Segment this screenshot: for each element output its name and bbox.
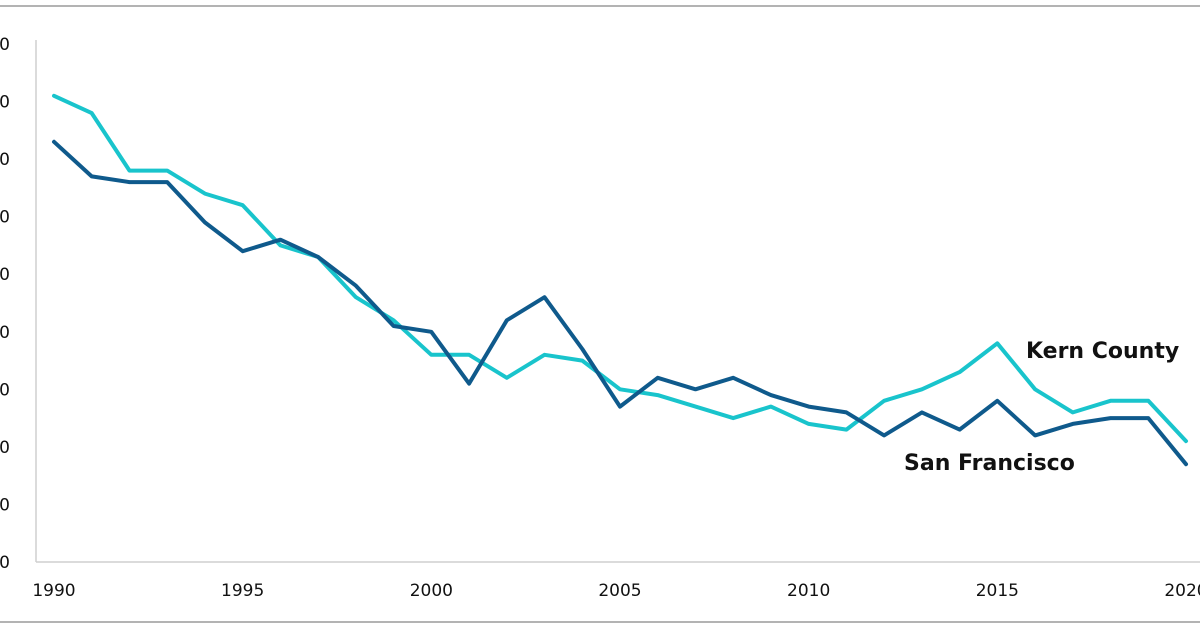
x-tick-label: 2020 <box>1164 581 1200 601</box>
label-san-francisco: San Francisco <box>904 451 1075 476</box>
series-layer <box>52 93 1188 467</box>
y-tick-label: 0 <box>0 380 10 400</box>
series-line-san-francisco <box>52 139 1188 467</box>
y-tick-label: 0 <box>0 93 10 113</box>
label-kern-county: Kern County <box>1026 339 1179 364</box>
x-tick-label: 2010 <box>787 581 830 601</box>
x-tick-label: 2015 <box>976 581 1019 601</box>
y-tick-label: 0 <box>0 438 10 458</box>
y-tick-label: 0 <box>0 323 10 343</box>
x-axis-ticks: 1990 1995 2000 2005 2010 2015 2020 <box>32 581 1200 601</box>
x-tick-label: 2000 <box>410 581 453 601</box>
y-tick-label: 0 <box>0 265 10 285</box>
y-tick-label: 0 <box>0 553 10 573</box>
x-tick-label: 1995 <box>221 581 264 601</box>
y-tick-label: 0 <box>0 208 10 228</box>
x-tick-label: 2005 <box>598 581 641 601</box>
y-axis-ticks: 0 0 0 0 0 0 0 0 0 0 <box>0 35 10 573</box>
y-tick-label: 0 <box>0 495 10 515</box>
y-tick-label: 0 <box>0 150 10 170</box>
y-tick-label: 0 <box>0 35 10 55</box>
x-tick-label: 1990 <box>32 581 75 601</box>
series-line-kern-county <box>52 93 1188 444</box>
